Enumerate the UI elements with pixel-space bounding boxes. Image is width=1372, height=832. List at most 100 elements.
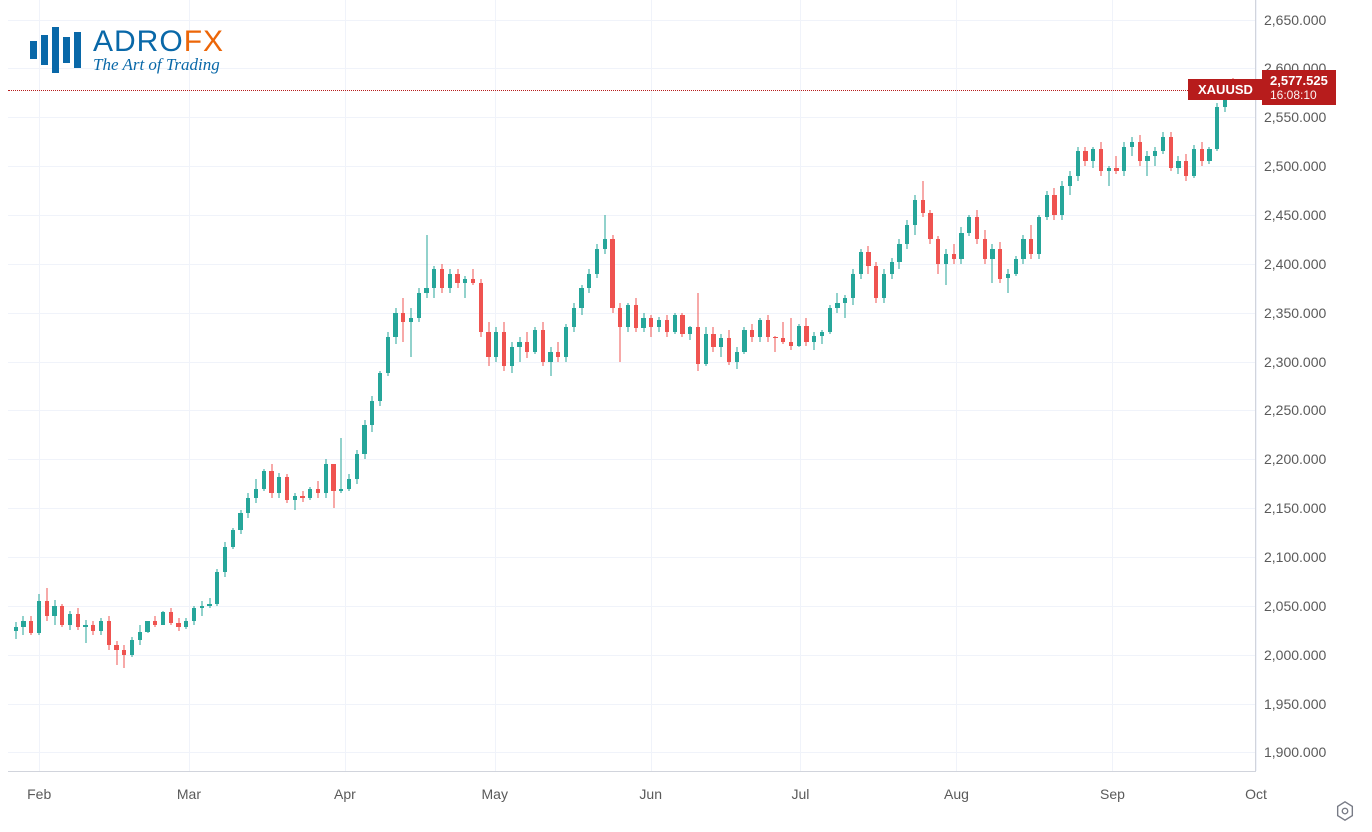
candle[interactable] (68, 0, 72, 772)
candle[interactable] (293, 0, 297, 772)
candle[interactable] (1215, 0, 1219, 772)
candle[interactable] (440, 0, 444, 772)
candle[interactable] (773, 0, 777, 772)
candle[interactable] (479, 0, 483, 772)
candle[interactable] (1021, 0, 1025, 772)
candle[interactable] (1099, 0, 1103, 772)
candle[interactable] (1052, 0, 1056, 772)
candle[interactable] (262, 0, 266, 772)
candle[interactable] (983, 0, 987, 772)
candle[interactable] (401, 0, 405, 772)
candle[interactable] (696, 0, 700, 772)
candle[interactable] (409, 0, 413, 772)
candle[interactable] (122, 0, 126, 772)
candle[interactable] (998, 0, 1002, 772)
candle[interactable] (417, 0, 421, 772)
candle[interactable] (766, 0, 770, 772)
candle[interactable] (277, 0, 281, 772)
candle[interactable] (541, 0, 545, 772)
candle[interactable] (316, 0, 320, 772)
candle[interactable] (1014, 0, 1018, 772)
candle[interactable] (641, 0, 645, 772)
candle[interactable] (1145, 0, 1149, 772)
candle[interactable] (626, 0, 630, 772)
candle[interactable] (269, 0, 273, 772)
candle[interactable] (45, 0, 49, 772)
candle[interactable] (1107, 0, 1111, 772)
candle[interactable] (610, 0, 614, 772)
candle[interactable] (890, 0, 894, 772)
candle[interactable] (967, 0, 971, 772)
candle[interactable] (1192, 0, 1196, 772)
candle[interactable] (990, 0, 994, 772)
candle[interactable] (99, 0, 103, 772)
candle[interactable] (223, 0, 227, 772)
candle[interactable] (37, 0, 41, 772)
candle[interactable] (735, 0, 739, 772)
candle[interactable] (355, 0, 359, 772)
settings-icon[interactable] (1334, 800, 1356, 822)
candle[interactable] (727, 0, 731, 772)
candle[interactable] (91, 0, 95, 772)
candle[interactable] (455, 0, 459, 772)
candle[interactable] (525, 0, 529, 772)
candle[interactable] (1091, 0, 1095, 772)
candle[interactable] (688, 0, 692, 772)
candle[interactable] (393, 0, 397, 772)
candle[interactable] (820, 0, 824, 772)
candle[interactable] (742, 0, 746, 772)
candle[interactable] (1238, 0, 1242, 772)
candle[interactable] (107, 0, 111, 772)
candle[interactable] (130, 0, 134, 772)
candle[interactable] (324, 0, 328, 772)
candle[interactable] (595, 0, 599, 772)
candle[interactable] (548, 0, 552, 772)
candle[interactable] (936, 0, 940, 772)
candle[interactable] (533, 0, 537, 772)
candle[interactable] (192, 0, 196, 772)
candle[interactable] (215, 0, 219, 772)
candle[interactable] (29, 0, 33, 772)
candle[interactable] (1161, 0, 1165, 772)
candle[interactable] (486, 0, 490, 772)
candle[interactable] (944, 0, 948, 772)
candle[interactable] (517, 0, 521, 772)
candle[interactable] (471, 0, 475, 772)
candle[interactable] (285, 0, 289, 772)
candle[interactable] (1083, 0, 1087, 772)
candle[interactable] (1153, 0, 1157, 772)
candle[interactable] (797, 0, 801, 772)
candle[interactable] (145, 0, 149, 772)
candle[interactable] (1114, 0, 1118, 772)
candle[interactable] (1122, 0, 1126, 772)
candle[interactable] (432, 0, 436, 772)
candle[interactable] (254, 0, 258, 772)
candle[interactable] (952, 0, 956, 772)
candle[interactable] (921, 0, 925, 772)
candle[interactable] (169, 0, 173, 772)
candle[interactable] (1029, 0, 1033, 772)
candle[interactable] (719, 0, 723, 772)
candle[interactable] (579, 0, 583, 772)
candle[interactable] (1060, 0, 1064, 772)
candle[interactable] (1130, 0, 1134, 772)
candle[interactable] (448, 0, 452, 772)
candle[interactable] (1045, 0, 1049, 772)
candle[interactable] (828, 0, 832, 772)
candle[interactable] (494, 0, 498, 772)
candle[interactable] (1138, 0, 1142, 772)
candle[interactable] (1223, 0, 1227, 772)
candle[interactable] (76, 0, 80, 772)
candle[interactable] (386, 0, 390, 772)
symbol-badge[interactable]: XAUUSD (1188, 79, 1263, 100)
candle[interactable] (882, 0, 886, 772)
candle[interactable] (804, 0, 808, 772)
candle[interactable] (913, 0, 917, 772)
candle[interactable] (510, 0, 514, 772)
candle[interactable] (789, 0, 793, 772)
candle[interactable] (362, 0, 366, 772)
candle[interactable] (153, 0, 157, 772)
candle[interactable] (874, 0, 878, 772)
candle[interactable] (750, 0, 754, 772)
candle[interactable] (1006, 0, 1010, 772)
